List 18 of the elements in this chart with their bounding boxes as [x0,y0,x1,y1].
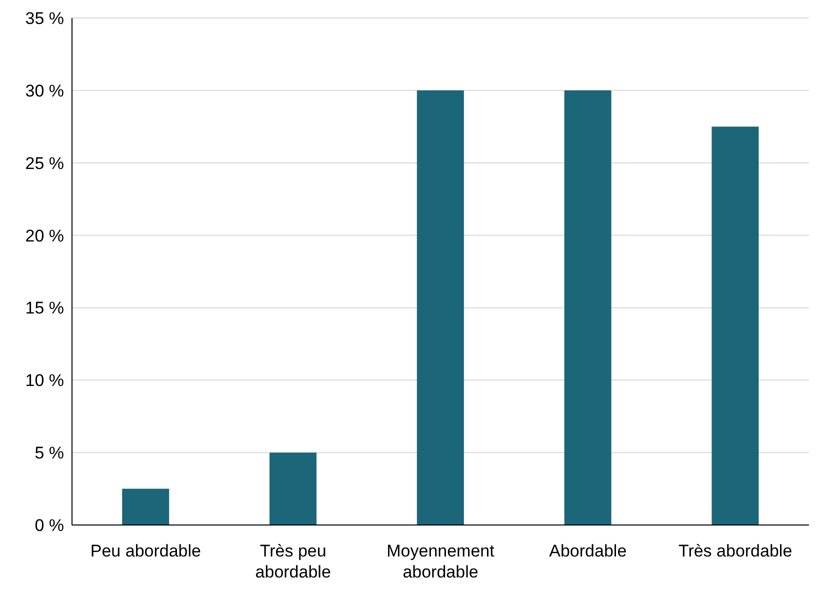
x-tick-label: Très abordable [678,541,792,560]
bar [270,452,317,525]
x-tick-label: Abordable [549,541,627,560]
y-tick-label: 25 % [25,154,64,173]
y-tick-label: 20 % [25,226,64,246]
x-tick-label: Très peu abordable [255,541,331,582]
bar [564,90,612,525]
bar [122,488,170,525]
y-tick-label: 30 % [25,81,64,100]
y-tick-label: 15 % [25,298,64,318]
bar [416,90,464,525]
x-tick-label: Peu abordable [90,541,201,560]
x-tick-label: Moyennement abordable [386,541,495,582]
y-tick-label: 10 % [25,371,64,390]
y-tick-label: 35 % [25,9,64,28]
bar [712,126,759,525]
y-tick-label: 0 % [34,516,64,536]
y-tick-label: 5 % [34,444,64,463]
